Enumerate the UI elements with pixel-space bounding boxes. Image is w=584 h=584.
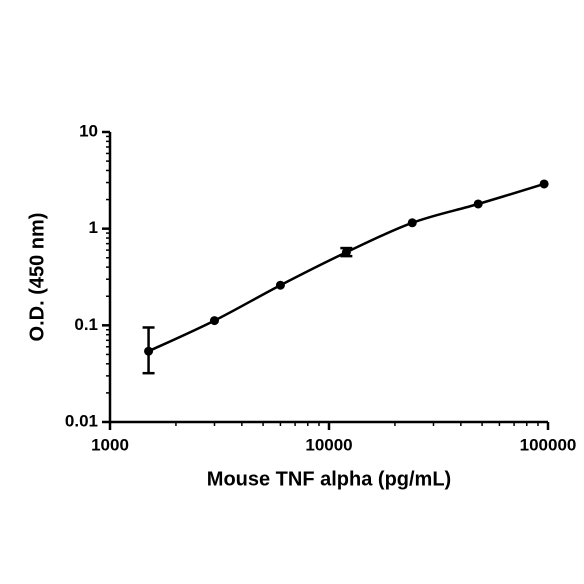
x-tick-label: 100000: [520, 435, 577, 454]
x-axis-label: Mouse TNF alpha (pg/mL): [207, 468, 451, 490]
fit-curve: [148, 182, 545, 353]
data-point: [209, 316, 219, 326]
y-tick-label: 10: [79, 121, 98, 140]
data-point: [341, 247, 351, 257]
y-tick-label: 0.01: [65, 411, 98, 430]
y-tick-label: 0.1: [74, 315, 98, 334]
x-tick-label: 10000: [305, 435, 352, 454]
y-axis-label: O.D. (450 nm): [26, 213, 48, 342]
y-tick-label: 1: [89, 218, 98, 237]
data-point: [473, 199, 483, 209]
data-point: [539, 179, 549, 189]
data-point: [144, 346, 154, 356]
x-tick-label: 1000: [91, 435, 129, 454]
data-point: [275, 280, 285, 290]
data-point: [407, 218, 417, 228]
